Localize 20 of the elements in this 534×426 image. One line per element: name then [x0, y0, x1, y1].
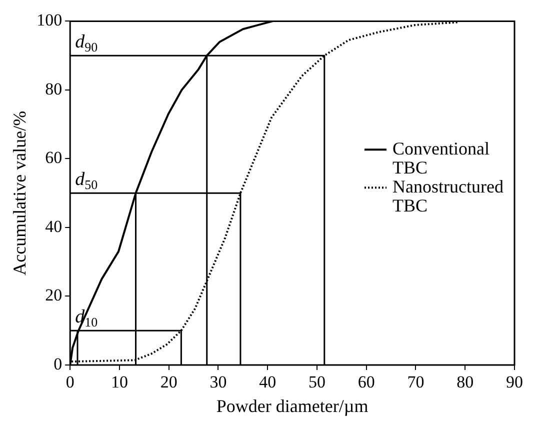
y-tick-label: 60: [45, 148, 62, 168]
legend-label: Conventional TBC: [392, 138, 490, 178]
x-tick-label: 60: [358, 372, 375, 392]
x-tick-label: 70: [407, 372, 424, 392]
y-tick-label: 40: [45, 216, 62, 236]
x-tick-label: 80: [456, 372, 474, 392]
y-tick-label: 20: [45, 286, 62, 305]
x-tick-label: 10: [110, 372, 128, 392]
x-tick-label: 40: [259, 372, 276, 392]
y-tick-label: 80: [45, 79, 62, 98]
y-tick-label: 100: [36, 10, 62, 30]
x-tick-label: 20: [160, 372, 178, 392]
y-axis-title: Accumulative value/%: [10, 110, 30, 276]
x-axis-title: Powder diameter/µm: [216, 396, 368, 416]
y-tick-label: 0: [54, 354, 62, 374]
x-tick-label: 50: [308, 372, 326, 392]
legend-label: Nanostructured TBC: [392, 176, 504, 216]
x-tick-label: 0: [66, 372, 74, 392]
x-tick-label: 30: [210, 372, 227, 392]
x-tick-label: 90: [506, 372, 523, 392]
